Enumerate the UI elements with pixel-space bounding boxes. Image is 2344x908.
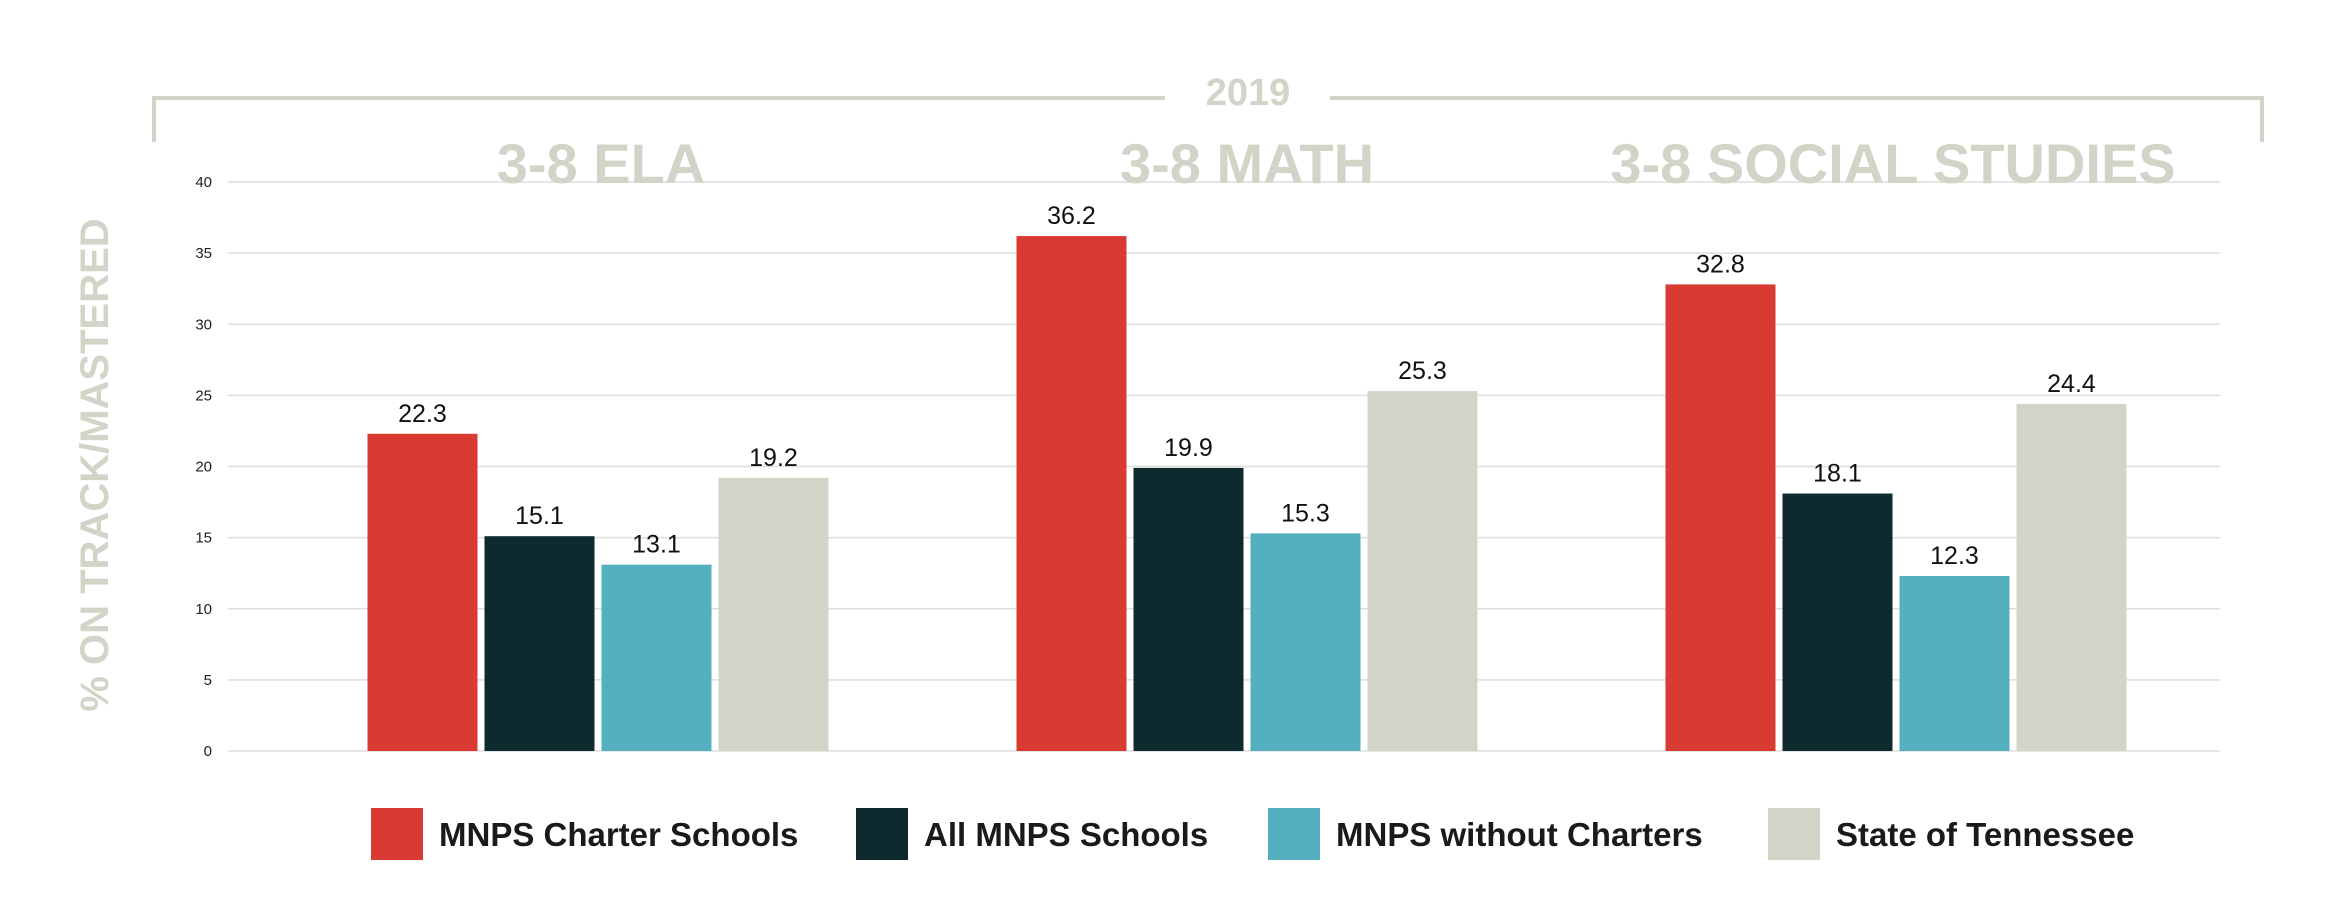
data-label: 22.3 [398,400,447,428]
bar [1665,284,1776,751]
chart-title: 2019 [1206,72,1291,114]
legend-label: MNPS Charter Schools [439,816,798,853]
legend-label: All MNPS Schools [924,816,1208,853]
bar [601,564,712,751]
bar [1016,236,1127,751]
y-tick-label: 10 [195,601,212,618]
y-tick-label: 5 [204,672,212,689]
data-label: 25.3 [1398,357,1447,385]
data-label: 12.3 [1930,542,1979,570]
data-label: 36.2 [1047,202,1096,230]
data-label: 32.8 [1696,250,1745,278]
legend-swatch [371,808,423,860]
legend-label: State of Tennessee [1836,816,2134,853]
category-header: 3-8 ELA [497,132,706,195]
legend-label: MNPS without Charters [1336,816,1703,853]
data-label: 15.1 [515,502,564,530]
y-tick-label: 20 [195,459,212,476]
y-tick-label: 0 [204,743,212,760]
bar [1899,576,2010,751]
category-header: 3-8 SOCIAL STUDIES [1610,132,2175,195]
data-labels: 22.3 15.1 13.1 19.2 36.2 19.9 15.3 25.3 32.8 18.1… [398,202,2096,570]
data-label: 13.1 [632,531,681,559]
y-axis-label: % ON TRACK/MASTERED [73,218,117,711]
bar [484,536,595,751]
data-label: 15.3 [1281,499,1330,527]
legend-swatch [1268,808,1320,860]
bar [367,433,478,751]
y-tick-label: 25 [195,387,212,404]
legend-swatch [856,808,908,860]
bar [1250,533,1361,751]
y-axis-ticks: 0 5 10 15 20 25 30 35 40 [195,174,212,760]
category-labels: 3-8 ELA 3-8 MATH 3-8 SOCIAL STUDIES [497,132,2176,195]
bar [1782,493,1893,751]
legend-swatch [1768,808,1820,860]
data-label: 19.9 [1164,434,1213,462]
category-header: 3-8 MATH [1120,132,1374,195]
bars [367,236,2127,751]
y-tick-label: 35 [195,245,212,262]
bar [718,477,829,751]
bar [1367,391,1478,751]
y-tick-label: 40 [195,174,212,191]
year-bracket [152,96,2264,142]
data-label: 19.2 [749,444,798,472]
y-tick-label: 30 [195,316,212,333]
data-label: 18.1 [1813,460,1862,488]
bar [2016,403,2127,751]
data-label: 24.4 [2047,370,2096,398]
y-tick-label: 15 [195,530,212,547]
bar [1133,467,1244,751]
legend: MNPS Charter Schools All MNPS Schools MNPS… [371,808,2134,860]
